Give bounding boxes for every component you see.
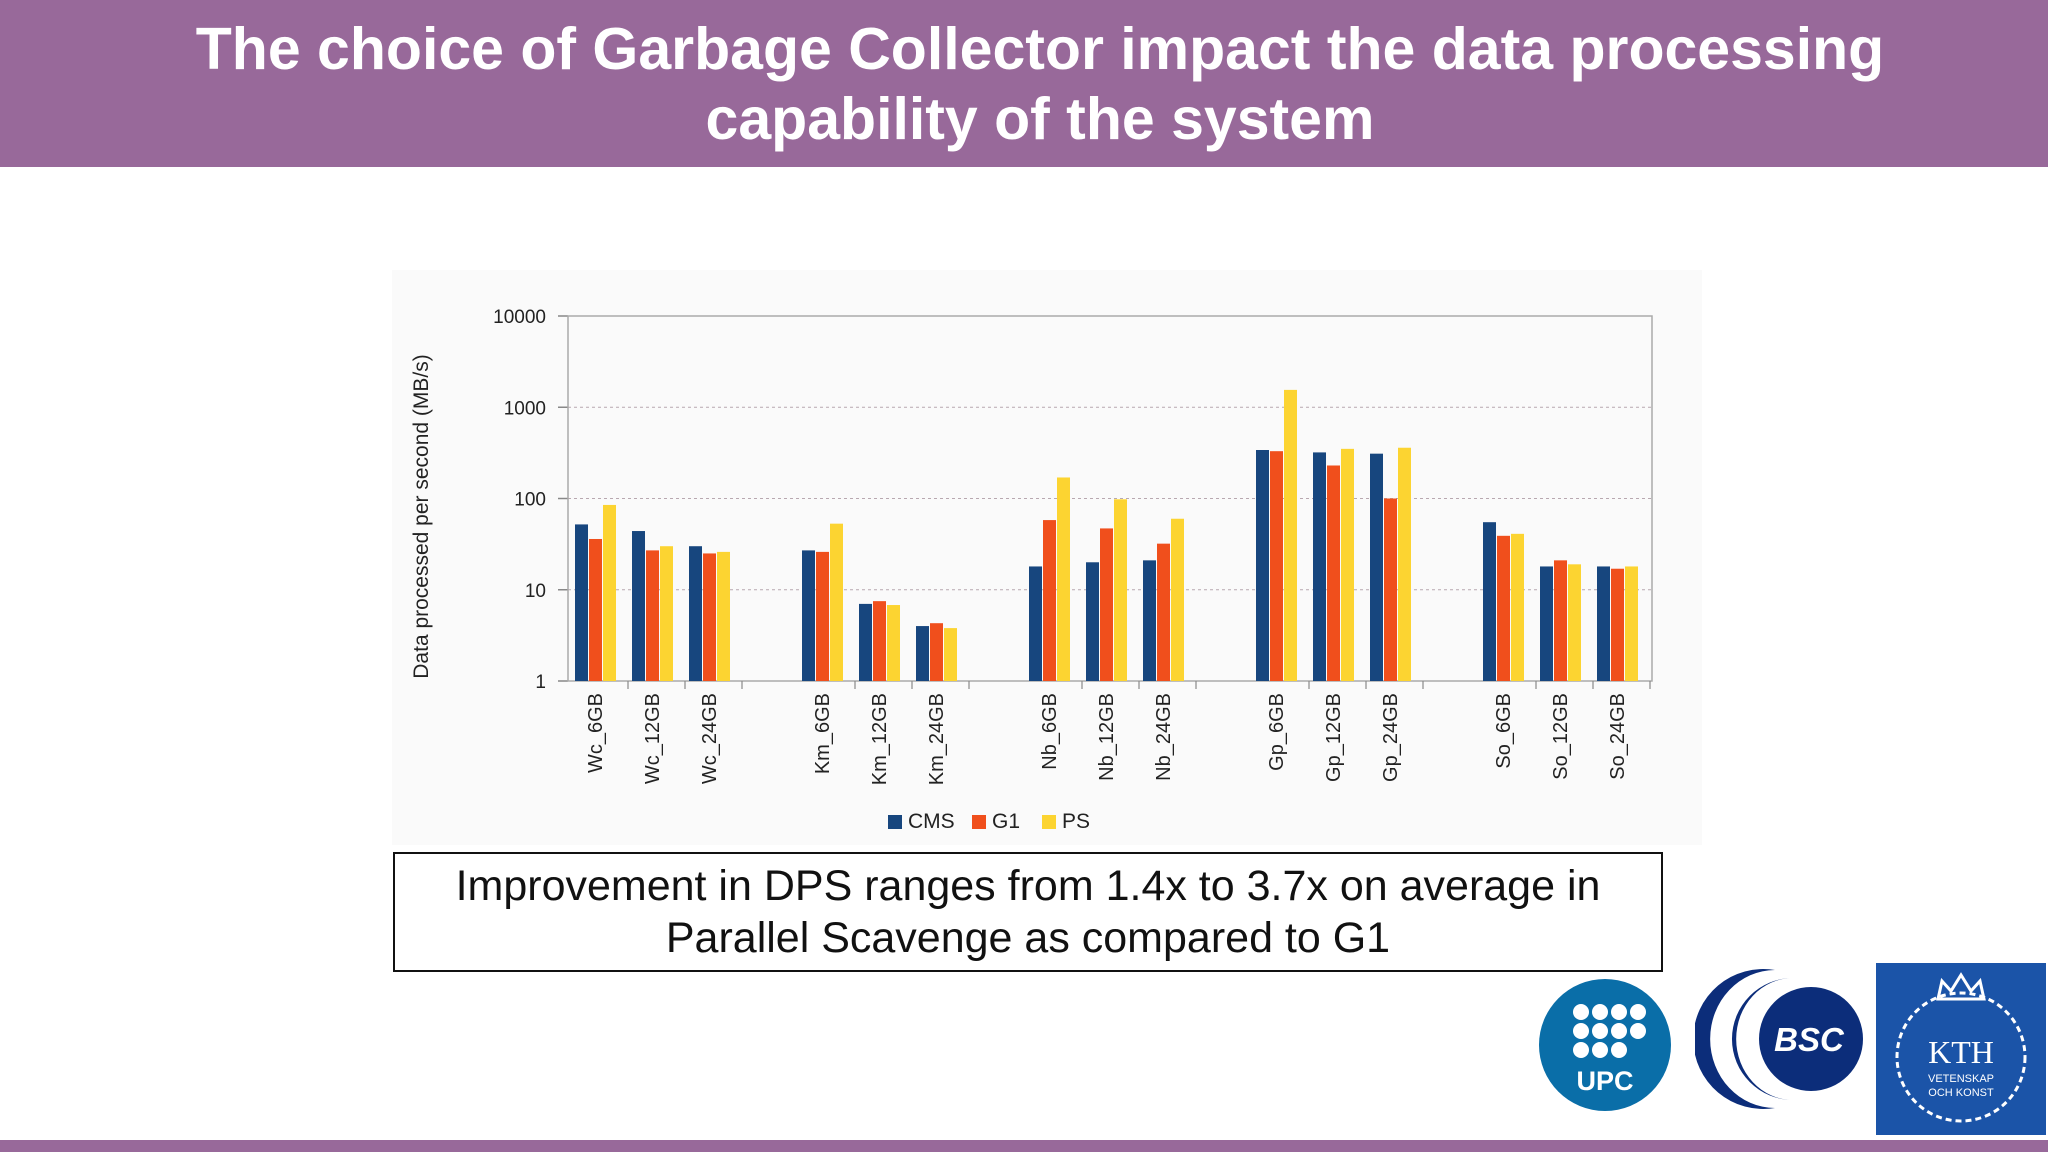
title-bar: The choice of Garbage Collector impact t… xyxy=(0,0,2048,167)
legend-swatch-ps xyxy=(1042,815,1056,829)
bar-cms-so_6gb xyxy=(1483,522,1496,681)
kth-logo-text: KTH xyxy=(1928,1034,1994,1070)
x-tick-label: Km_6GB xyxy=(812,693,834,774)
bar-g1-nb_6gb xyxy=(1043,520,1056,681)
bar-cms-wc_6gb xyxy=(575,524,588,681)
bar-g1-wc_24gb xyxy=(703,553,716,681)
bar-cms-gp_24gb xyxy=(1370,453,1383,681)
bar-g1-so_12gb xyxy=(1554,560,1567,681)
upc-logo-icon: UPC xyxy=(1539,979,1671,1111)
x-tick-label: Km_12GB xyxy=(869,693,891,785)
x-tick-label: Nb_6GB xyxy=(1039,693,1061,770)
bar-ps-so_12gb xyxy=(1568,564,1581,681)
y-tick-label: 100 xyxy=(514,490,546,511)
kth-logo-wreath xyxy=(1895,991,2027,1123)
bar-ps-km_12gb xyxy=(887,605,900,681)
bar-cms-nb_6gb xyxy=(1029,566,1042,681)
y-tick-label: 1000 xyxy=(504,398,546,419)
bar-ps-gp_6gb xyxy=(1284,389,1297,681)
bar-cms-wc_12gb xyxy=(632,531,645,681)
bsc-logo-icon: BSC xyxy=(1695,969,1863,1109)
bar-g1-so_6gb xyxy=(1497,535,1510,681)
legend-label-ps: PS xyxy=(1062,810,1090,833)
bar-g1-km_6gb xyxy=(816,551,829,681)
bar-g1-wc_6gb xyxy=(589,538,602,681)
bottom-bar xyxy=(0,1140,2048,1152)
bar-ps-km_6gb xyxy=(830,523,843,681)
bar-ps-nb_24gb xyxy=(1171,518,1184,681)
bsc-logo-arc-outer xyxy=(1695,969,1775,1109)
x-tick-label: So_12GB xyxy=(1550,693,1572,780)
bar-ps-km_24gb xyxy=(944,628,957,681)
bar-cms-nb_24gb xyxy=(1143,560,1156,681)
bar-g1-gp_24gb xyxy=(1384,498,1397,681)
legend-label-cms: CMS xyxy=(908,810,955,833)
x-tick-label: Gp_24GB xyxy=(1380,693,1402,782)
bar-g1-wc_12gb xyxy=(646,550,659,681)
bar-g1-nb_24gb xyxy=(1157,543,1170,681)
kth-logo-subtitle-1: VETENSKAP xyxy=(1928,1073,1994,1085)
bar-cms-so_24gb xyxy=(1597,566,1610,681)
bar-cms-so_12gb xyxy=(1540,566,1553,681)
bar-g1-km_24gb xyxy=(930,623,943,681)
bar-cms-gp_6gb xyxy=(1256,450,1269,681)
bar-ps-gp_24gb xyxy=(1398,447,1411,681)
legend-label-g1: G1 xyxy=(992,810,1020,833)
kth-logo-icon: KTH VETENSKAP OCH KONST xyxy=(1876,963,2046,1135)
x-tick-label: Nb_24GB xyxy=(1153,693,1175,781)
bar-ps-wc_12gb xyxy=(660,546,673,681)
callout-text: Improvement in DPS ranges from 1.4x to 3… xyxy=(455,862,1601,962)
y-tick-label: 1 xyxy=(535,672,546,693)
bar-cms-gp_12gb xyxy=(1313,452,1326,681)
y-tick-label: 10 xyxy=(525,581,546,602)
bar-cms-nb_12gb xyxy=(1086,562,1099,681)
x-tick-label: So_6GB xyxy=(1493,693,1515,769)
x-tick-label: Gp_12GB xyxy=(1323,693,1345,782)
bar-cms-km_24gb xyxy=(916,626,929,681)
x-tick-label: Gp_6GB xyxy=(1266,693,1288,771)
x-tick-label: Wc_12GB xyxy=(642,693,664,784)
bar-g1-so_24gb xyxy=(1611,568,1624,681)
bsc-logo-text: BSC xyxy=(1774,1021,1845,1058)
bar-ps-wc_6gb xyxy=(603,504,616,681)
x-tick-label: Wc_24GB xyxy=(699,693,721,784)
bar-ps-nb_12gb xyxy=(1114,499,1127,681)
x-tick-label: Nb_12GB xyxy=(1096,693,1118,781)
bar-cms-km_6gb xyxy=(802,550,815,681)
slide-title: The choice of Garbage Collector impact t… xyxy=(195,16,1885,152)
x-tick-label: Km_24GB xyxy=(926,693,948,785)
bar-ps-wc_24gb xyxy=(717,551,730,681)
bar-ps-so_6gb xyxy=(1511,533,1524,681)
y-tick-label: 10000 xyxy=(493,307,546,328)
x-tick-label: So_24GB xyxy=(1607,693,1629,780)
bsc-logo-circle xyxy=(1759,987,1863,1091)
bar-g1-gp_6gb xyxy=(1270,451,1283,681)
kth-logo-subtitle-2: OCH KONST xyxy=(1928,1087,1994,1099)
upc-logo-dots xyxy=(1573,1004,1646,1058)
bar-cms-wc_24gb xyxy=(689,546,702,681)
y-axis-label: Data processed per second (MB/s) xyxy=(410,354,433,678)
bar-ps-gp_12gb xyxy=(1341,448,1354,681)
bar-g1-gp_12gb xyxy=(1327,465,1340,681)
callout-box: Improvement in DPS ranges from 1.4x to 3… xyxy=(393,852,1663,972)
bar-ps-so_24gb xyxy=(1625,566,1638,681)
bar-g1-km_12gb xyxy=(873,601,886,681)
crown-icon xyxy=(1936,972,1986,1001)
bar-ps-nb_6gb xyxy=(1057,477,1070,681)
bar-cms-km_12gb xyxy=(859,603,872,681)
legend-swatch-cms xyxy=(888,815,902,829)
bar-g1-nb_12gb xyxy=(1100,528,1113,681)
legend-swatch-g1 xyxy=(972,815,986,829)
x-tick-label: Wc_6GB xyxy=(585,693,607,773)
bar-chart: 1 10 100 1000 10000 Data processed per second… xyxy=(410,307,1653,833)
upc-logo-text: UPC xyxy=(1576,1066,1633,1096)
